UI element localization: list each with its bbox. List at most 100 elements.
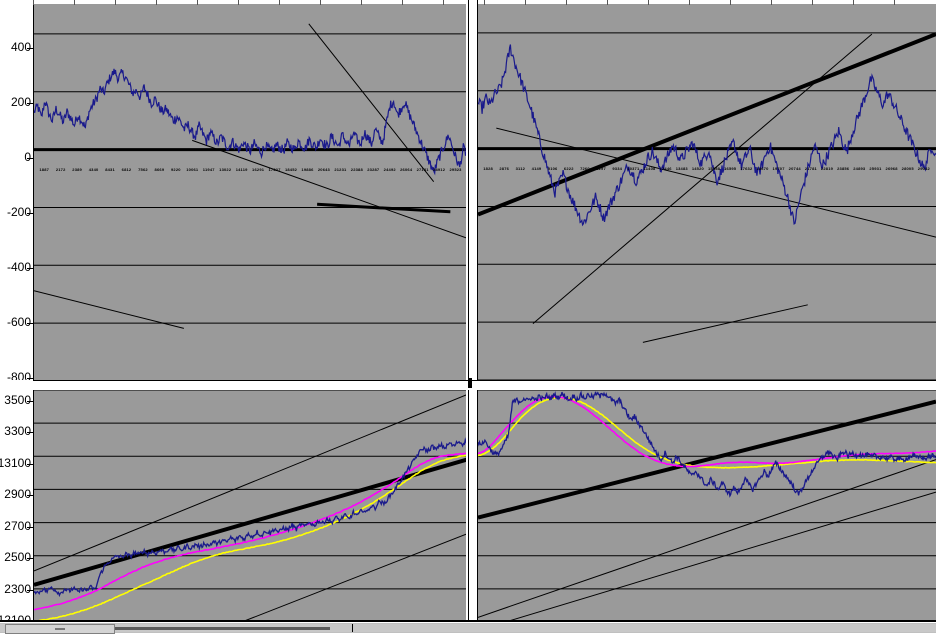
upper-plot-right[interactable]: 1828 2876 3112 4149 5106 6222 7260 8297 9334 1037… [478,4,936,380]
x-axis-tick-label: 1828 [483,166,493,171]
x-axis-tick-label: 11408 [643,166,656,171]
x-axis-tick-label: 2172 [55,167,66,172]
x-axis-tick-label: 20643 [317,167,330,172]
x-axis-tick-label: 27181 [416,167,429,172]
scrollbar-trough[interactable] [0,624,936,632]
top-tick-mark [894,0,895,5]
x-axis-tick-label: 24893 [853,166,866,171]
top-tick-mark [853,0,854,5]
x-axis-tick-label: 9334 [612,166,623,171]
x-axis-tick-label: 10061 [186,167,199,172]
top-tick-mark [33,0,34,5]
x-axis-tick-label: 26064 [400,167,413,172]
x-axis-tick-label: 14119 [235,167,248,172]
x-axis-tick-label: 29042 [917,166,930,171]
x-axis-tick-label: 4149 [531,166,542,171]
x-axis-tick-label: 16291 [252,167,265,172]
x-axis-tick-label: 6812 [121,167,132,172]
top-tick-mark [484,0,485,5]
top-tick-mark [443,0,444,5]
x-axis-tick-label: 17632 [740,166,753,171]
upper-right-x-labels: 1828 2876 3112 4149 5106 6222 7260 8297 9334 1037… [480,166,934,171]
x-axis-tick-label: 14520 [691,166,704,171]
y-axis-tick-label: -600 [6,315,31,329]
y-axis-tick-mark [27,589,33,591]
top-tick-mark [525,0,526,5]
scrollbar-thumb[interactable] [5,624,115,634]
x-axis-tick-label: 24492 [383,167,396,172]
y-axis-tick-label: 2300 [4,581,31,596]
x-axis-tick-label: 8297 [596,166,606,171]
y-axis-tick-mark [27,103,33,104]
top-tick-mark [812,0,813,5]
x-axis-tick-label: 26968 [885,166,898,171]
x-axis-tick-label: 13483 [675,166,688,171]
x-axis-tick-label: 23287 [367,167,380,172]
x-axis-tick-label: 16595 [724,166,737,171]
x-axis-tick-label: 28005 [901,166,914,171]
x-axis-tick-label: 4340 [88,167,99,172]
y-axis-tick-mark [27,213,33,214]
y-axis-tick-label: 2700 [4,518,31,533]
crosshair-marker [468,378,472,392]
x-axis-tick-label: 18452 [284,167,298,172]
y-axis-tick-label: 2500 [4,550,31,565]
top-tick-mark [730,0,731,5]
x-axis-tick-label: 1887 [39,167,50,172]
x-axis-tick-label: 22819 [820,166,834,171]
y-axis-tick-mark [27,401,33,402]
x-axis-tick-label: 13022 [219,167,232,172]
lower-plot-left[interactable] [33,390,467,622]
y-axis-tick-label: 13100 [0,455,31,470]
top-tick-mark [771,0,772,5]
y-axis-tick-label: -800 [6,370,31,380]
lower-bottom-border [0,620,936,622]
lower-left-plot-svg [34,390,467,622]
x-axis-tick-label: 5106 [547,166,558,171]
upper-y-axis: 400 200 0 -200 -400 -600 -800 [0,0,33,380]
lower-right-plot-svg [478,390,936,622]
top-tick-mark [74,0,75,5]
panel-divider-lower [466,388,478,622]
x-axis-tick-label: 8431 [105,167,115,172]
x-axis-tick-label: 19886 [301,167,314,172]
x-axis-tick-label: 12446 [659,166,672,171]
x-axis-tick-label: 25931 [869,166,882,171]
upper-left-x-labels: 1887 2172 2389 4340 8431 6812 7562 8669 9220 1006… [36,167,466,172]
upper-right-plot-svg [478,32,936,380]
y-axis-tick-label: 2900 [4,487,31,502]
top-tick-mark [566,0,567,5]
scrollbar-grip-icon [55,628,65,630]
lower-plot-right[interactable] [478,390,936,622]
x-axis-tick-label: 2876 [499,166,510,171]
y-axis-tick-mark [27,558,33,560]
panel-divider-line-left [468,0,469,380]
x-axis-tick-label: 7562 [138,167,148,172]
x-axis-tick-label: 15558 [707,166,721,171]
y-axis-tick-label: 12100 [0,613,31,622]
y-axis-tick-label: 200 [10,95,31,109]
x-axis-tick-label: 19707 [772,166,785,171]
x-axis-tick-label: 29523 [449,167,462,172]
horizontal-scrollbar[interactable] [0,622,936,634]
top-tick-mark [115,0,116,5]
y-axis-tick-mark [27,48,33,49]
panel-divider-line-right [477,0,478,380]
x-axis-tick-label: 23856 [837,166,850,171]
lower-y-axis: 3500 3300 13100 2900 2700 2500 2300 12100 [0,388,33,622]
x-axis-tick-label: 18670 [756,166,769,171]
top-tick-mark [361,0,362,5]
top-tick-mark [156,0,157,5]
x-axis-tick-label: 10371 [627,166,640,171]
x-axis-tick-label: 9220 [171,167,181,172]
top-tick-mark [648,0,649,5]
y-axis-tick-mark [27,526,33,528]
scrollbar-position-marker [352,624,353,632]
y-axis-tick-mark [27,495,33,497]
x-axis-tick-label: 28912 [433,167,446,172]
upper-plot-left[interactable]: 1887 2172 2389 4340 8431 6812 7562 8669 9220 1006… [33,4,467,381]
y-axis-tick-label: 400 [10,40,31,54]
y-axis-tick-label: 0 [24,150,31,164]
top-tick-mark [320,0,321,5]
